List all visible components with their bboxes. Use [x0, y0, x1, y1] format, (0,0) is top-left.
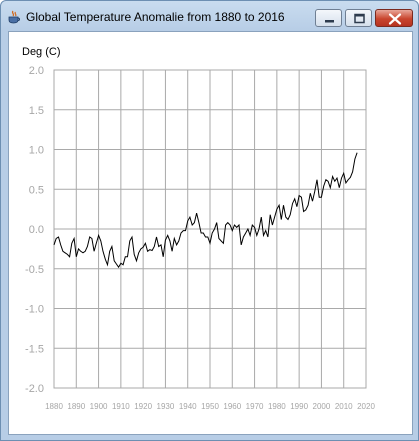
- y-tick-label: -0.5: [25, 264, 44, 276]
- x-tick-label: 1900: [90, 402, 108, 411]
- temperature-anomaly-line: [53, 152, 358, 269]
- x-tick-label: 2010: [335, 402, 353, 411]
- close-icon: [388, 13, 402, 25]
- x-tick-label: 1970: [246, 402, 264, 411]
- x-tick-label: 1910: [112, 402, 130, 411]
- y-tick-label: 0.0: [29, 224, 44, 236]
- x-tick-label: 1940: [179, 402, 197, 411]
- x-tick-label: 1880: [45, 402, 63, 411]
- minimize-button[interactable]: [315, 9, 342, 27]
- title-bar[interactable]: Global Temperature Anomalie from 1880 to…: [1, 1, 418, 31]
- x-tick-label: 1920: [134, 402, 152, 411]
- y-tick-label: -2.0: [25, 383, 44, 395]
- y-tick-label: 0.5: [29, 184, 44, 196]
- x-tick-label: 1930: [157, 402, 175, 411]
- maximize-icon: [354, 13, 365, 24]
- y-tick-label: -1.5: [25, 343, 44, 355]
- y-tick-label: -1.0: [25, 304, 44, 316]
- close-button[interactable]: [375, 9, 413, 27]
- chart-grid: [53, 69, 367, 389]
- x-tick-label: 2000: [313, 402, 331, 411]
- x-tick-labels: 1880 1890 1900 1910 1920 1930 1940 1950 1960 1970…: [45, 402, 375, 411]
- y-tick-label: 2.0: [29, 65, 44, 77]
- x-tick-label: 1950: [201, 402, 219, 411]
- y-axis-label: Deg (C): [22, 46, 61, 58]
- y-tick-labels: 2.0 1.5 1.0 0.5 0.0 -0.5 -1.0 -1.5 -2.0: [25, 65, 44, 395]
- plot-area-border: [53, 69, 367, 389]
- x-tick-label: 1890: [67, 402, 85, 411]
- x-tick-label: 1990: [290, 402, 308, 411]
- chart-panel: Deg (C) 2.0 1.5 1.0 0.5 0.0 -0.5 -1.0 -1.5 -2.0 …: [8, 31, 413, 435]
- y-tick-label: 1.5: [29, 105, 44, 117]
- chart-series: [53, 152, 358, 269]
- x-tick-label: 2020: [357, 402, 375, 411]
- java-cup-icon: [8, 10, 20, 24]
- x-tick-label: 1980: [268, 402, 286, 411]
- window-title: Global Temperature Anomalie from 1880 to…: [26, 10, 285, 24]
- y-tick-label: 1.0: [29, 145, 44, 157]
- maximize-button[interactable]: [345, 9, 372, 27]
- x-tick-label: 1960: [223, 402, 241, 411]
- minimize-icon: [325, 20, 334, 23]
- temperature-line-chart: Deg (C) 2.01.51.00.50.0-0.5-1.0-1.5-2.0 …: [22, 46, 375, 411]
